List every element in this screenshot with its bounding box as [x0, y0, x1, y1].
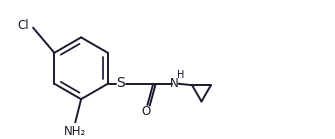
Text: Cl: Cl: [18, 19, 29, 32]
Text: NH₂: NH₂: [64, 125, 86, 137]
Text: N: N: [170, 77, 179, 90]
Text: H: H: [177, 70, 184, 80]
Text: S: S: [116, 76, 125, 90]
Text: O: O: [142, 105, 151, 118]
